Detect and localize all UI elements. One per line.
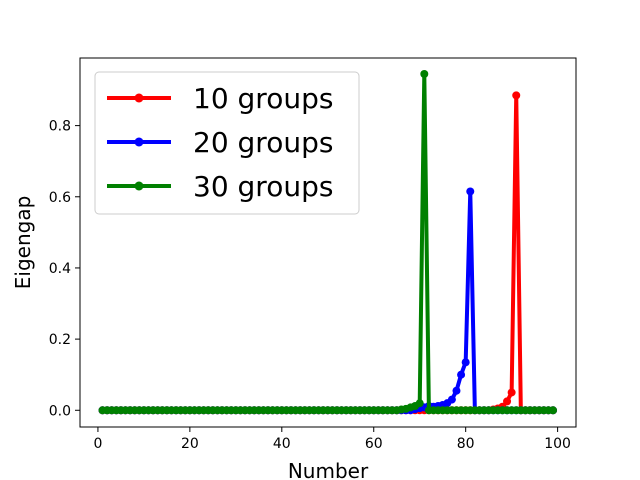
legend-item: 10 groups bbox=[107, 82, 333, 115]
data-point bbox=[549, 406, 558, 415]
axes-frame bbox=[79, 57, 577, 428]
y-tick-label: 0.4 bbox=[49, 261, 71, 277]
plot-area bbox=[98, 70, 558, 415]
legend-box bbox=[94, 71, 360, 215]
legend-marker bbox=[134, 181, 144, 191]
y-tick-label: 0.8 bbox=[49, 119, 71, 135]
data-point bbox=[507, 388, 516, 397]
x-axis: 0 20 40 60 80 100 bbox=[93, 427, 571, 452]
x-tick-label: 80 bbox=[457, 436, 475, 452]
legend-item: 30 groups bbox=[107, 170, 333, 203]
data-point bbox=[503, 397, 512, 406]
x-tick-label: 40 bbox=[273, 436, 291, 452]
legend-item: 20 groups bbox=[107, 126, 333, 159]
data-point bbox=[415, 399, 424, 408]
legend: 10 groups 20 groups 30 groups bbox=[94, 71, 360, 215]
y-tick-label: 0.0 bbox=[49, 403, 71, 419]
data-point bbox=[512, 91, 521, 100]
x-axis-label: Number bbox=[288, 459, 369, 480]
data-point bbox=[466, 187, 475, 196]
x-tick-label: 60 bbox=[365, 436, 383, 452]
series-3 bbox=[98, 70, 558, 415]
y-axis-label: Eigengap bbox=[11, 196, 35, 290]
data-point bbox=[452, 386, 461, 395]
x-tick-label: 20 bbox=[181, 436, 199, 452]
x-tick-label: 0 bbox=[93, 436, 102, 452]
y-tick-label: 0.6 bbox=[49, 190, 71, 206]
data-point bbox=[461, 358, 470, 367]
x-tick-label: 100 bbox=[544, 436, 571, 452]
data-point bbox=[457, 370, 466, 379]
legend-label: 10 groups bbox=[193, 82, 333, 115]
data-point bbox=[420, 70, 429, 79]
legend-label: 30 groups bbox=[193, 170, 333, 203]
axes-border bbox=[79, 57, 577, 428]
legend-label: 20 groups bbox=[193, 126, 333, 159]
data-point bbox=[447, 395, 456, 404]
y-axis: 0.0 0.2 0.4 0.6 0.8 bbox=[49, 119, 80, 419]
y-tick-label: 0.2 bbox=[49, 332, 71, 348]
legend-marker bbox=[134, 137, 144, 147]
legend-marker bbox=[134, 93, 144, 103]
